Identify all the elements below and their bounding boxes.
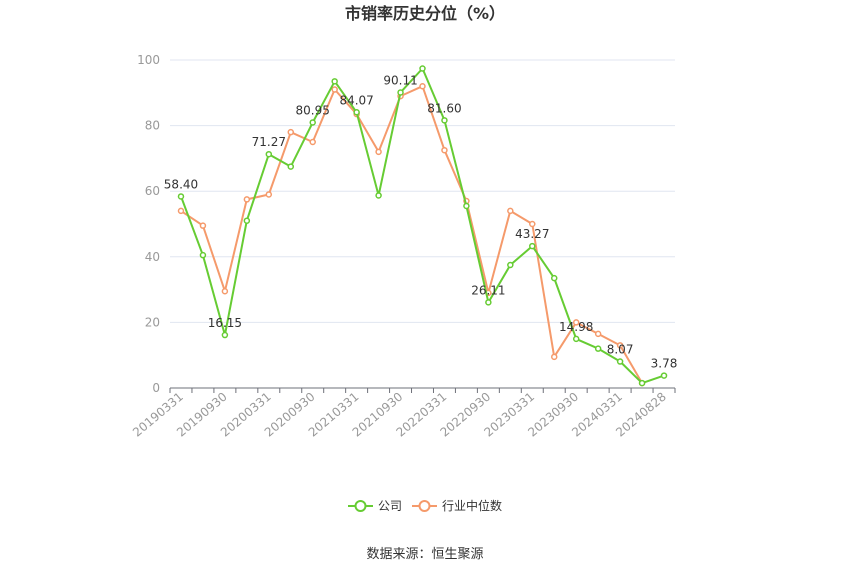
- legend-label[interactable]: 行业中位数: [442, 498, 502, 513]
- data-label: 3.78: [651, 357, 678, 371]
- data-point[interactable]: [309, 138, 316, 146]
- data-point[interactable]: [353, 109, 360, 116]
- data-point[interactable]: [529, 242, 536, 250]
- data-point[interactable]: [507, 207, 514, 215]
- data-label: 90.11: [383, 73, 417, 87]
- data-label: 43.27: [515, 227, 549, 241]
- chart-title: 市销率历史分位（%）: [345, 4, 505, 23]
- y-axis: 0 20 40 60 80 100: [137, 53, 160, 395]
- y-tick-label: 0: [152, 381, 160, 395]
- data-point[interactable]: [221, 331, 229, 339]
- data-point[interactable]: [221, 287, 229, 295]
- data-point[interactable]: [550, 353, 558, 361]
- data-point[interactable]: [485, 299, 492, 306]
- data-label: 58.40: [164, 177, 198, 191]
- data-point[interactable]: [199, 251, 207, 259]
- legend[interactable]: 公司 行业中位数: [348, 498, 502, 513]
- data-label: 71.27: [252, 135, 286, 149]
- data-point[interactable]: [638, 379, 646, 387]
- data-point[interactable]: [419, 82, 426, 90]
- data-label: 84.07: [339, 93, 373, 107]
- data-label: 16.15: [208, 316, 242, 330]
- y-tick-label: 100: [137, 53, 160, 67]
- data-label: 81.60: [427, 101, 461, 115]
- data-point[interactable]: [309, 119, 316, 126]
- data-point[interactable]: [463, 202, 470, 210]
- data-point[interactable]: [660, 372, 668, 379]
- data-point[interactable]: [243, 217, 251, 224]
- data-label: 80.95: [296, 103, 330, 117]
- data-point[interactable]: [199, 222, 207, 229]
- series-line-0: [180, 67, 665, 385]
- legend-marker: [418, 500, 431, 512]
- data-point[interactable]: [529, 220, 536, 228]
- data-point[interactable]: [572, 319, 580, 326]
- data-point[interactable]: [287, 128, 295, 136]
- data-point[interactable]: [616, 342, 624, 349]
- data-label: 26.11: [471, 283, 505, 297]
- data-point[interactable]: [287, 163, 295, 170]
- series-line-1: [180, 85, 643, 384]
- data-point[interactable]: [265, 150, 273, 158]
- y-tick-label: 40: [145, 250, 160, 264]
- data-point[interactable]: [572, 335, 580, 343]
- data-source: 数据来源：恒生聚源: [366, 547, 483, 562]
- data-point[interactable]: [419, 65, 426, 72]
- data-point[interactable]: [331, 86, 338, 93]
- legend-marker: [354, 500, 367, 512]
- y-tick-label: 80: [145, 119, 160, 133]
- data-label: 14.98: [559, 320, 593, 334]
- legend-label[interactable]: 公司: [378, 499, 402, 513]
- data-point[interactable]: [550, 274, 558, 282]
- data-point[interactable]: [375, 192, 382, 199]
- data-point[interactable]: [243, 196, 251, 203]
- data-point[interactable]: [441, 146, 448, 154]
- data-point[interactable]: [265, 191, 273, 198]
- y-tick-label: 60: [145, 184, 160, 198]
- x-axis: 2019033120190930202003312020093020210331…: [130, 387, 676, 440]
- data-point[interactable]: [177, 193, 185, 200]
- series-layer: [177, 65, 668, 387]
- data-label: 8.07: [607, 343, 634, 357]
- data-point[interactable]: [441, 117, 448, 124]
- data-point[interactable]: [397, 89, 404, 96]
- data-point[interactable]: [594, 330, 602, 338]
- data-point[interactable]: [507, 261, 514, 269]
- data-point[interactable]: [616, 358, 624, 365]
- data-point[interactable]: [177, 207, 185, 215]
- data-point[interactable]: [331, 78, 338, 85]
- data-point[interactable]: [594, 345, 602, 352]
- y-tick-label: 20: [145, 315, 160, 329]
- data-point[interactable]: [375, 148, 382, 156]
- data-labels: 58.40 16.15 71.27 80.95 84.07 90.11 81.60 26.11…: [164, 73, 678, 370]
